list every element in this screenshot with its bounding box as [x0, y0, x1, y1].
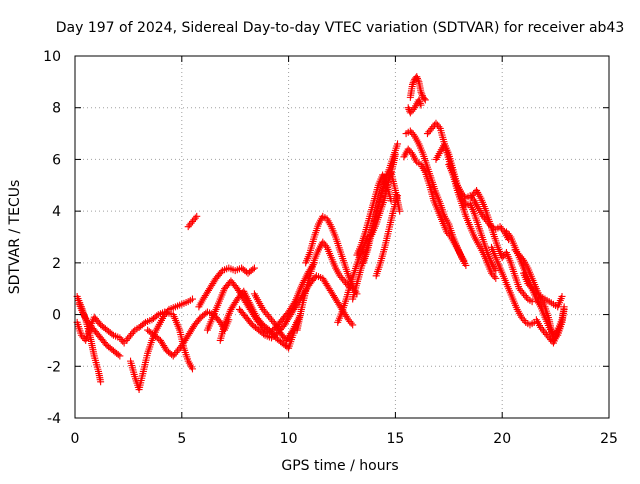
- data-point: [409, 130, 417, 138]
- data-point: [394, 140, 402, 148]
- data-point: [416, 98, 424, 106]
- axis-ticks: 0 5 10 15 20 25 -4 -2 0 2 4 6 8 10: [43, 49, 618, 447]
- y-tick-label: 4: [52, 204, 61, 220]
- x-tick-label: 15: [386, 431, 404, 447]
- series-group: [73, 73, 568, 394]
- x-tick-label: 10: [280, 431, 298, 447]
- y-tick-label: 10: [43, 49, 61, 65]
- data-point: [531, 288, 539, 296]
- y-tick-label: -4: [47, 411, 61, 427]
- data-point: [409, 105, 417, 113]
- data-point: [407, 149, 415, 157]
- data-point: [193, 212, 201, 220]
- data-point: [558, 292, 566, 300]
- data-point: [413, 74, 421, 82]
- x-axis-label: GPS time / hours: [281, 458, 398, 474]
- data-point: [418, 92, 426, 100]
- data-point: [322, 242, 330, 250]
- data-point: [410, 77, 418, 85]
- x-tick-label: 5: [177, 431, 186, 447]
- y-tick-label: 6: [52, 152, 61, 168]
- data-point: [250, 264, 258, 272]
- data-point: [499, 226, 507, 234]
- chart-title: Day 197 of 2024, Sidereal Day-to-day VTE…: [56, 20, 625, 36]
- data-point: [414, 76, 422, 84]
- data-point: [520, 317, 528, 325]
- data-point: [518, 255, 526, 263]
- data-point: [347, 319, 355, 327]
- data-point: [191, 214, 199, 222]
- data-point: [417, 88, 425, 96]
- y-tick-label: -2: [47, 359, 61, 375]
- plot-frame: [74, 55, 610, 419]
- data-point: [288, 328, 296, 336]
- data-point: [188, 295, 196, 303]
- data-point: [522, 293, 530, 301]
- data-point: [387, 197, 395, 205]
- data-point: [260, 330, 268, 338]
- x-tick-label: 25: [600, 431, 618, 447]
- data-point: [108, 330, 116, 338]
- data-point: [490, 273, 498, 281]
- data-point: [153, 312, 161, 320]
- data-point: [462, 261, 470, 269]
- data-point: [396, 207, 404, 215]
- x-tick-label: 0: [71, 431, 80, 447]
- data-point: [421, 96, 429, 104]
- data-point: [408, 80, 416, 88]
- data-point: [418, 90, 426, 98]
- data-point: [560, 303, 568, 311]
- data-point: [119, 337, 127, 345]
- data-point: [343, 280, 351, 288]
- data-point: [413, 73, 421, 81]
- data-point: [417, 101, 425, 109]
- data-point: [435, 123, 443, 131]
- x-tick-label: 20: [493, 431, 511, 447]
- data-point: [528, 298, 536, 306]
- data-point: [409, 79, 417, 87]
- data-point: [416, 99, 424, 107]
- data-point: [404, 104, 412, 112]
- data-point: [349, 321, 357, 329]
- data-point: [492, 274, 500, 282]
- data-point: [97, 378, 105, 386]
- data-point: [469, 195, 477, 203]
- data-point: [505, 231, 513, 239]
- y-tick-label: 0: [52, 308, 61, 324]
- y-tick-label: 2: [52, 256, 61, 272]
- data-point: [394, 192, 402, 200]
- data-point: [114, 351, 122, 359]
- y-axis-label: SDTVAR / TECUs: [7, 180, 23, 295]
- data-points: [73, 73, 568, 394]
- data-point: [129, 328, 137, 336]
- y-tick-label: 8: [52, 101, 61, 117]
- data-point: [415, 96, 423, 104]
- data-point: [249, 265, 257, 273]
- data-point: [188, 365, 196, 373]
- data-point: [420, 95, 428, 103]
- data-point: [270, 319, 278, 327]
- data-point: [116, 352, 124, 360]
- data-point: [140, 320, 148, 328]
